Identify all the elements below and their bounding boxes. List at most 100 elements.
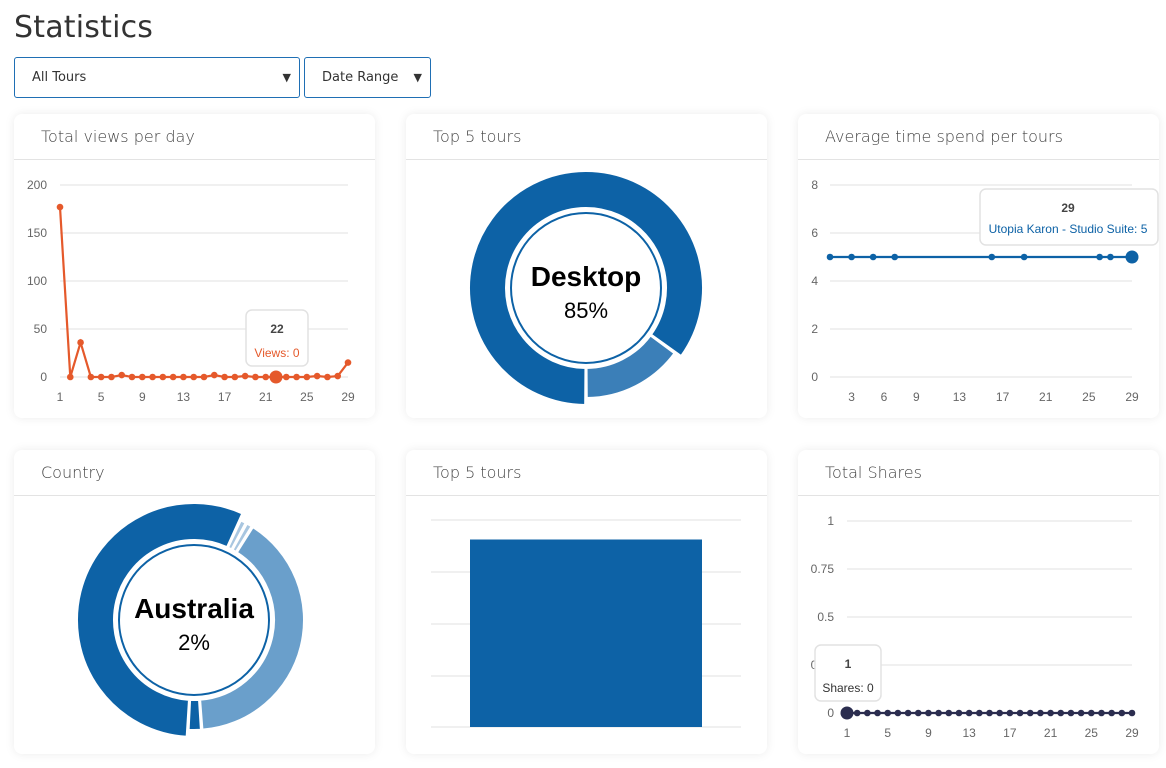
x-tick-label: 29 [1125, 726, 1139, 740]
data-point [87, 373, 95, 381]
data-point [97, 373, 105, 381]
data-point [914, 709, 922, 717]
tooltip-body: Shares: 0 [822, 681, 874, 695]
data-point [1096, 253, 1103, 261]
data-point [864, 709, 871, 717]
tooltip-box [979, 188, 1159, 246]
data-point [935, 709, 942, 717]
data-point [853, 709, 861, 717]
country-card: Country Australia 2% [14, 450, 375, 754]
x-tick-label: 5 [98, 390, 105, 404]
data-point [891, 253, 899, 261]
data-point [925, 709, 932, 717]
donut-center-value: 2% [178, 630, 210, 655]
data-point [169, 373, 177, 381]
page-title: Statistics [14, 10, 154, 45]
data-point [1057, 709, 1065, 717]
data-point [77, 339, 84, 346]
donut-center-label: Australia [134, 593, 254, 624]
data-point [221, 373, 228, 381]
pie-slice [226, 519, 247, 551]
top5-device-card-title: Top 5 tours [406, 114, 767, 160]
data-point [1026, 709, 1034, 717]
donut-inner-ring [118, 544, 270, 696]
y-tick-label: 150 [27, 226, 47, 240]
data-point [1107, 253, 1114, 261]
top5-bar-chart[interactable] [406, 450, 767, 754]
data-point [1118, 709, 1126, 717]
pie-slice [76, 502, 244, 738]
data-point [884, 709, 892, 717]
x-tick-label: 25 [300, 390, 314, 404]
x-tick-label: 29 [1125, 390, 1139, 404]
data-point [1020, 253, 1028, 261]
data-point [1006, 709, 1014, 717]
views-card-title: Total views per day [14, 114, 375, 160]
data-point [1047, 709, 1054, 717]
y-tick-label: 2 [811, 322, 818, 336]
pie-slice [231, 522, 254, 554]
data-point [262, 373, 270, 381]
y-tick-label: 0.75 [811, 562, 835, 576]
data-point [1128, 709, 1136, 717]
tours-select-value: All Tours [32, 70, 87, 85]
top5-bar-card-title: Top 5 tours [406, 450, 767, 496]
data-point [56, 203, 64, 211]
x-tick-label: 1 [844, 726, 851, 740]
donut-inner-ring [510, 212, 662, 364]
data-point [840, 706, 854, 720]
data-point [869, 253, 877, 261]
x-tick-label: 21 [259, 390, 273, 404]
data-point [66, 373, 74, 381]
data-point [848, 253, 855, 261]
data-point [252, 373, 259, 381]
y-tick-label: 0 [40, 370, 47, 384]
y-tick-label: 200 [27, 178, 47, 192]
shares-card: Total Shares 00.250.50.75115913172125291… [798, 450, 1159, 754]
data-point [180, 373, 187, 381]
data-point [894, 709, 902, 717]
data-point [149, 373, 156, 381]
data-point [965, 709, 973, 717]
tooltip-title: 29 [1061, 201, 1075, 215]
country-chart[interactable]: Australia 2% [14, 450, 375, 754]
date-range-select[interactable]: Date Range ▼ [304, 57, 431, 98]
x-tick-label: 25 [1085, 726, 1099, 740]
data-point [1067, 709, 1075, 717]
tooltip-box [814, 644, 882, 702]
data-point [1108, 709, 1115, 717]
tooltip-title: 22 [270, 322, 284, 336]
y-tick-label: 0 [827, 706, 834, 720]
data-point [976, 709, 983, 717]
x-tick-label: 3 [848, 390, 855, 404]
x-tick-label: 5 [884, 726, 891, 740]
x-tick-label: 9 [913, 390, 920, 404]
data-point [190, 373, 198, 381]
donut-center-value: 85% [564, 298, 608, 323]
data-point [1098, 709, 1105, 717]
x-tick-label: 17 [996, 390, 1010, 404]
data-point [996, 709, 1003, 717]
country-card-title: Country [14, 450, 375, 496]
data-point [210, 371, 218, 379]
tooltip-body: Views: 0 [254, 346, 299, 360]
caret-down-icon: ▼ [282, 71, 291, 84]
top5-device-chart[interactable]: Desktop 85% [406, 114, 767, 418]
tooltip-body: Utopia Karon - Studio Suite: 5 [989, 222, 1148, 236]
views-chart[interactable]: 0 50 100 150 200 1 5 9 13 17 21 25 29 22 Views: 0 [14, 114, 375, 418]
y-tick-label: 0 [811, 370, 818, 384]
tours-select[interactable]: All Tours ▼ [14, 57, 300, 98]
tooltip-title: 1 [845, 657, 852, 671]
pie-slice [468, 170, 704, 407]
x-tick-label: 9 [139, 390, 146, 404]
data-point [282, 373, 290, 381]
data-point [231, 373, 239, 381]
y-tick-label: 8 [811, 178, 818, 192]
data-point [303, 373, 311, 381]
x-tick-label: 9 [925, 726, 932, 740]
data-point [1125, 250, 1139, 264]
x-tick-label: 29 [341, 390, 355, 404]
data-point [988, 253, 996, 261]
avg-time-chart[interactable]: 0 2 4 6 8 3 6 9 13 17 21 25 29 29 Utopia Karon - Studi… [798, 114, 1159, 418]
